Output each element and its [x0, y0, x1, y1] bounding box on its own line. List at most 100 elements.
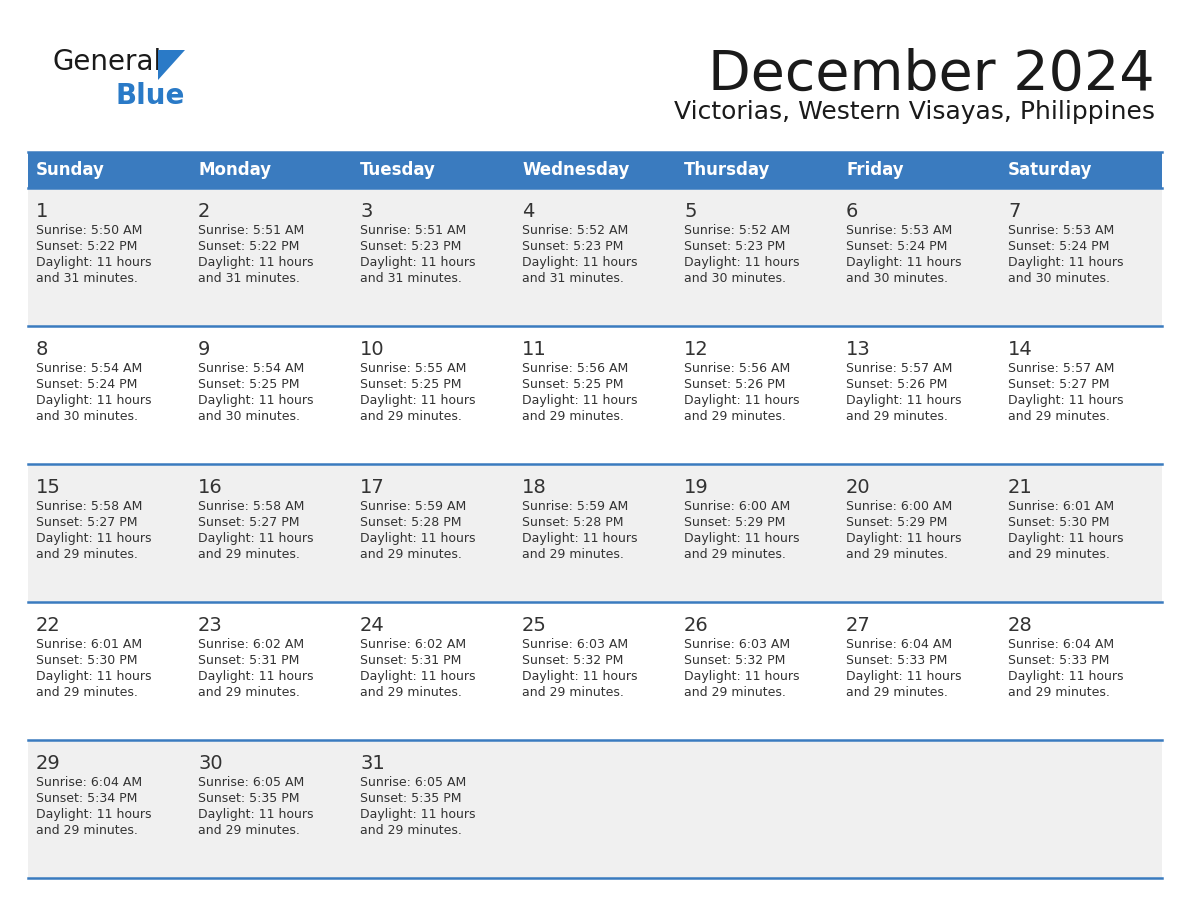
Text: 20: 20 [846, 478, 871, 497]
Text: Sunrise: 6:01 AM: Sunrise: 6:01 AM [36, 638, 143, 651]
Text: 5: 5 [684, 202, 696, 221]
Text: Sunrise: 5:55 AM: Sunrise: 5:55 AM [360, 362, 467, 375]
Text: 3: 3 [360, 202, 373, 221]
Text: and 29 minutes.: and 29 minutes. [846, 410, 948, 423]
Text: Sunset: 5:23 PM: Sunset: 5:23 PM [684, 240, 785, 253]
Text: 15: 15 [36, 478, 61, 497]
Text: 7: 7 [1009, 202, 1020, 221]
Text: Sunrise: 5:56 AM: Sunrise: 5:56 AM [522, 362, 628, 375]
Text: Daylight: 11 hours: Daylight: 11 hours [522, 670, 638, 683]
Text: Daylight: 11 hours: Daylight: 11 hours [36, 394, 152, 407]
Text: Wednesday: Wednesday [522, 161, 630, 179]
Text: 2: 2 [198, 202, 210, 221]
Text: Daylight: 11 hours: Daylight: 11 hours [1009, 670, 1124, 683]
Text: and 30 minutes.: and 30 minutes. [36, 410, 138, 423]
Text: and 31 minutes.: and 31 minutes. [360, 272, 462, 285]
Text: Sunset: 5:32 PM: Sunset: 5:32 PM [684, 654, 785, 667]
Text: and 30 minutes.: and 30 minutes. [846, 272, 948, 285]
Text: Sunset: 5:31 PM: Sunset: 5:31 PM [198, 654, 299, 667]
Text: and 29 minutes.: and 29 minutes. [36, 548, 138, 561]
Text: Sunrise: 5:59 AM: Sunrise: 5:59 AM [522, 500, 628, 513]
Text: 1: 1 [36, 202, 49, 221]
Text: 13: 13 [846, 340, 871, 359]
Text: 16: 16 [198, 478, 223, 497]
Text: Sunset: 5:28 PM: Sunset: 5:28 PM [522, 516, 624, 529]
Text: 28: 28 [1009, 616, 1032, 635]
Text: and 29 minutes.: and 29 minutes. [684, 686, 786, 699]
Text: Daylight: 11 hours: Daylight: 11 hours [198, 808, 314, 821]
Text: Sunrise: 6:04 AM: Sunrise: 6:04 AM [846, 638, 953, 651]
Text: 10: 10 [360, 340, 385, 359]
Text: Sunset: 5:22 PM: Sunset: 5:22 PM [198, 240, 299, 253]
Text: Daylight: 11 hours: Daylight: 11 hours [846, 670, 961, 683]
Text: 25: 25 [522, 616, 546, 635]
Text: Sunset: 5:27 PM: Sunset: 5:27 PM [36, 516, 138, 529]
Text: Sunrise: 6:02 AM: Sunrise: 6:02 AM [198, 638, 304, 651]
Text: Daylight: 11 hours: Daylight: 11 hours [684, 532, 800, 545]
Text: and 29 minutes.: and 29 minutes. [846, 548, 948, 561]
Text: Sunrise: 6:02 AM: Sunrise: 6:02 AM [360, 638, 466, 651]
Text: and 31 minutes.: and 31 minutes. [522, 272, 624, 285]
Text: Sunrise: 6:04 AM: Sunrise: 6:04 AM [36, 776, 143, 789]
Text: Sunrise: 5:52 AM: Sunrise: 5:52 AM [522, 224, 628, 237]
Text: Daylight: 11 hours: Daylight: 11 hours [360, 808, 475, 821]
Text: Sunset: 5:25 PM: Sunset: 5:25 PM [522, 378, 624, 391]
Bar [29, 152, 1162, 188]
Text: Sunrise: 5:53 AM: Sunrise: 5:53 AM [1009, 224, 1114, 237]
Text: Sunrise: 6:00 AM: Sunrise: 6:00 AM [684, 500, 790, 513]
Text: Victorias, Western Visayas, Philippines: Victorias, Western Visayas, Philippines [674, 100, 1155, 124]
Text: and 29 minutes.: and 29 minutes. [522, 548, 624, 561]
Text: Daylight: 11 hours: Daylight: 11 hours [846, 394, 961, 407]
Text: Daylight: 11 hours: Daylight: 11 hours [522, 256, 638, 269]
Text: Sunrise: 6:00 AM: Sunrise: 6:00 AM [846, 500, 953, 513]
Text: 29: 29 [36, 754, 61, 773]
Text: and 29 minutes.: and 29 minutes. [198, 686, 301, 699]
Text: 4: 4 [522, 202, 535, 221]
Polygon shape [158, 50, 185, 80]
Text: Daylight: 11 hours: Daylight: 11 hours [198, 670, 314, 683]
Text: and 31 minutes.: and 31 minutes. [198, 272, 301, 285]
Text: and 29 minutes.: and 29 minutes. [1009, 686, 1110, 699]
Text: Daylight: 11 hours: Daylight: 11 hours [360, 670, 475, 683]
Text: Sunset: 5:31 PM: Sunset: 5:31 PM [360, 654, 461, 667]
Text: Sunset: 5:22 PM: Sunset: 5:22 PM [36, 240, 138, 253]
Text: Sunrise: 6:01 AM: Sunrise: 6:01 AM [1009, 500, 1114, 513]
Text: Sunrise: 5:50 AM: Sunrise: 5:50 AM [36, 224, 143, 237]
Text: 8: 8 [36, 340, 49, 359]
Text: and 29 minutes.: and 29 minutes. [846, 686, 948, 699]
Text: Daylight: 11 hours: Daylight: 11 hours [198, 532, 314, 545]
Text: Daylight: 11 hours: Daylight: 11 hours [522, 394, 638, 407]
Text: Daylight: 11 hours: Daylight: 11 hours [36, 808, 152, 821]
Text: 31: 31 [360, 754, 385, 773]
Text: Sunrise: 6:04 AM: Sunrise: 6:04 AM [1009, 638, 1114, 651]
Text: and 29 minutes.: and 29 minutes. [360, 548, 462, 561]
Text: Sunset: 5:24 PM: Sunset: 5:24 PM [846, 240, 948, 253]
Text: Daylight: 11 hours: Daylight: 11 hours [684, 670, 800, 683]
Text: 9: 9 [198, 340, 210, 359]
Text: and 29 minutes.: and 29 minutes. [198, 548, 301, 561]
Text: and 29 minutes.: and 29 minutes. [360, 686, 462, 699]
Text: Sunset: 5:35 PM: Sunset: 5:35 PM [360, 792, 462, 805]
Text: Sunset: 5:27 PM: Sunset: 5:27 PM [198, 516, 299, 529]
Text: Daylight: 11 hours: Daylight: 11 hours [360, 532, 475, 545]
Text: 23: 23 [198, 616, 223, 635]
Text: 18: 18 [522, 478, 546, 497]
Text: Daylight: 11 hours: Daylight: 11 hours [1009, 394, 1124, 407]
Text: Sunset: 5:23 PM: Sunset: 5:23 PM [522, 240, 624, 253]
Text: Sunrise: 5:54 AM: Sunrise: 5:54 AM [198, 362, 304, 375]
Text: 30: 30 [198, 754, 222, 773]
Text: Daylight: 11 hours: Daylight: 11 hours [360, 394, 475, 407]
Text: Sunset: 5:29 PM: Sunset: 5:29 PM [846, 516, 948, 529]
Text: Tuesday: Tuesday [360, 161, 436, 179]
Text: Sunset: 5:25 PM: Sunset: 5:25 PM [360, 378, 462, 391]
Text: Sunrise: 5:53 AM: Sunrise: 5:53 AM [846, 224, 953, 237]
Text: Sunrise: 5:52 AM: Sunrise: 5:52 AM [684, 224, 790, 237]
Text: and 29 minutes.: and 29 minutes. [360, 410, 462, 423]
Text: Sunrise: 6:05 AM: Sunrise: 6:05 AM [360, 776, 467, 789]
Text: Sunset: 5:26 PM: Sunset: 5:26 PM [684, 378, 785, 391]
Text: Sunset: 5:24 PM: Sunset: 5:24 PM [1009, 240, 1110, 253]
Text: Saturday: Saturday [1009, 161, 1093, 179]
Text: 24: 24 [360, 616, 385, 635]
Text: Daylight: 11 hours: Daylight: 11 hours [1009, 532, 1124, 545]
Text: 6: 6 [846, 202, 859, 221]
